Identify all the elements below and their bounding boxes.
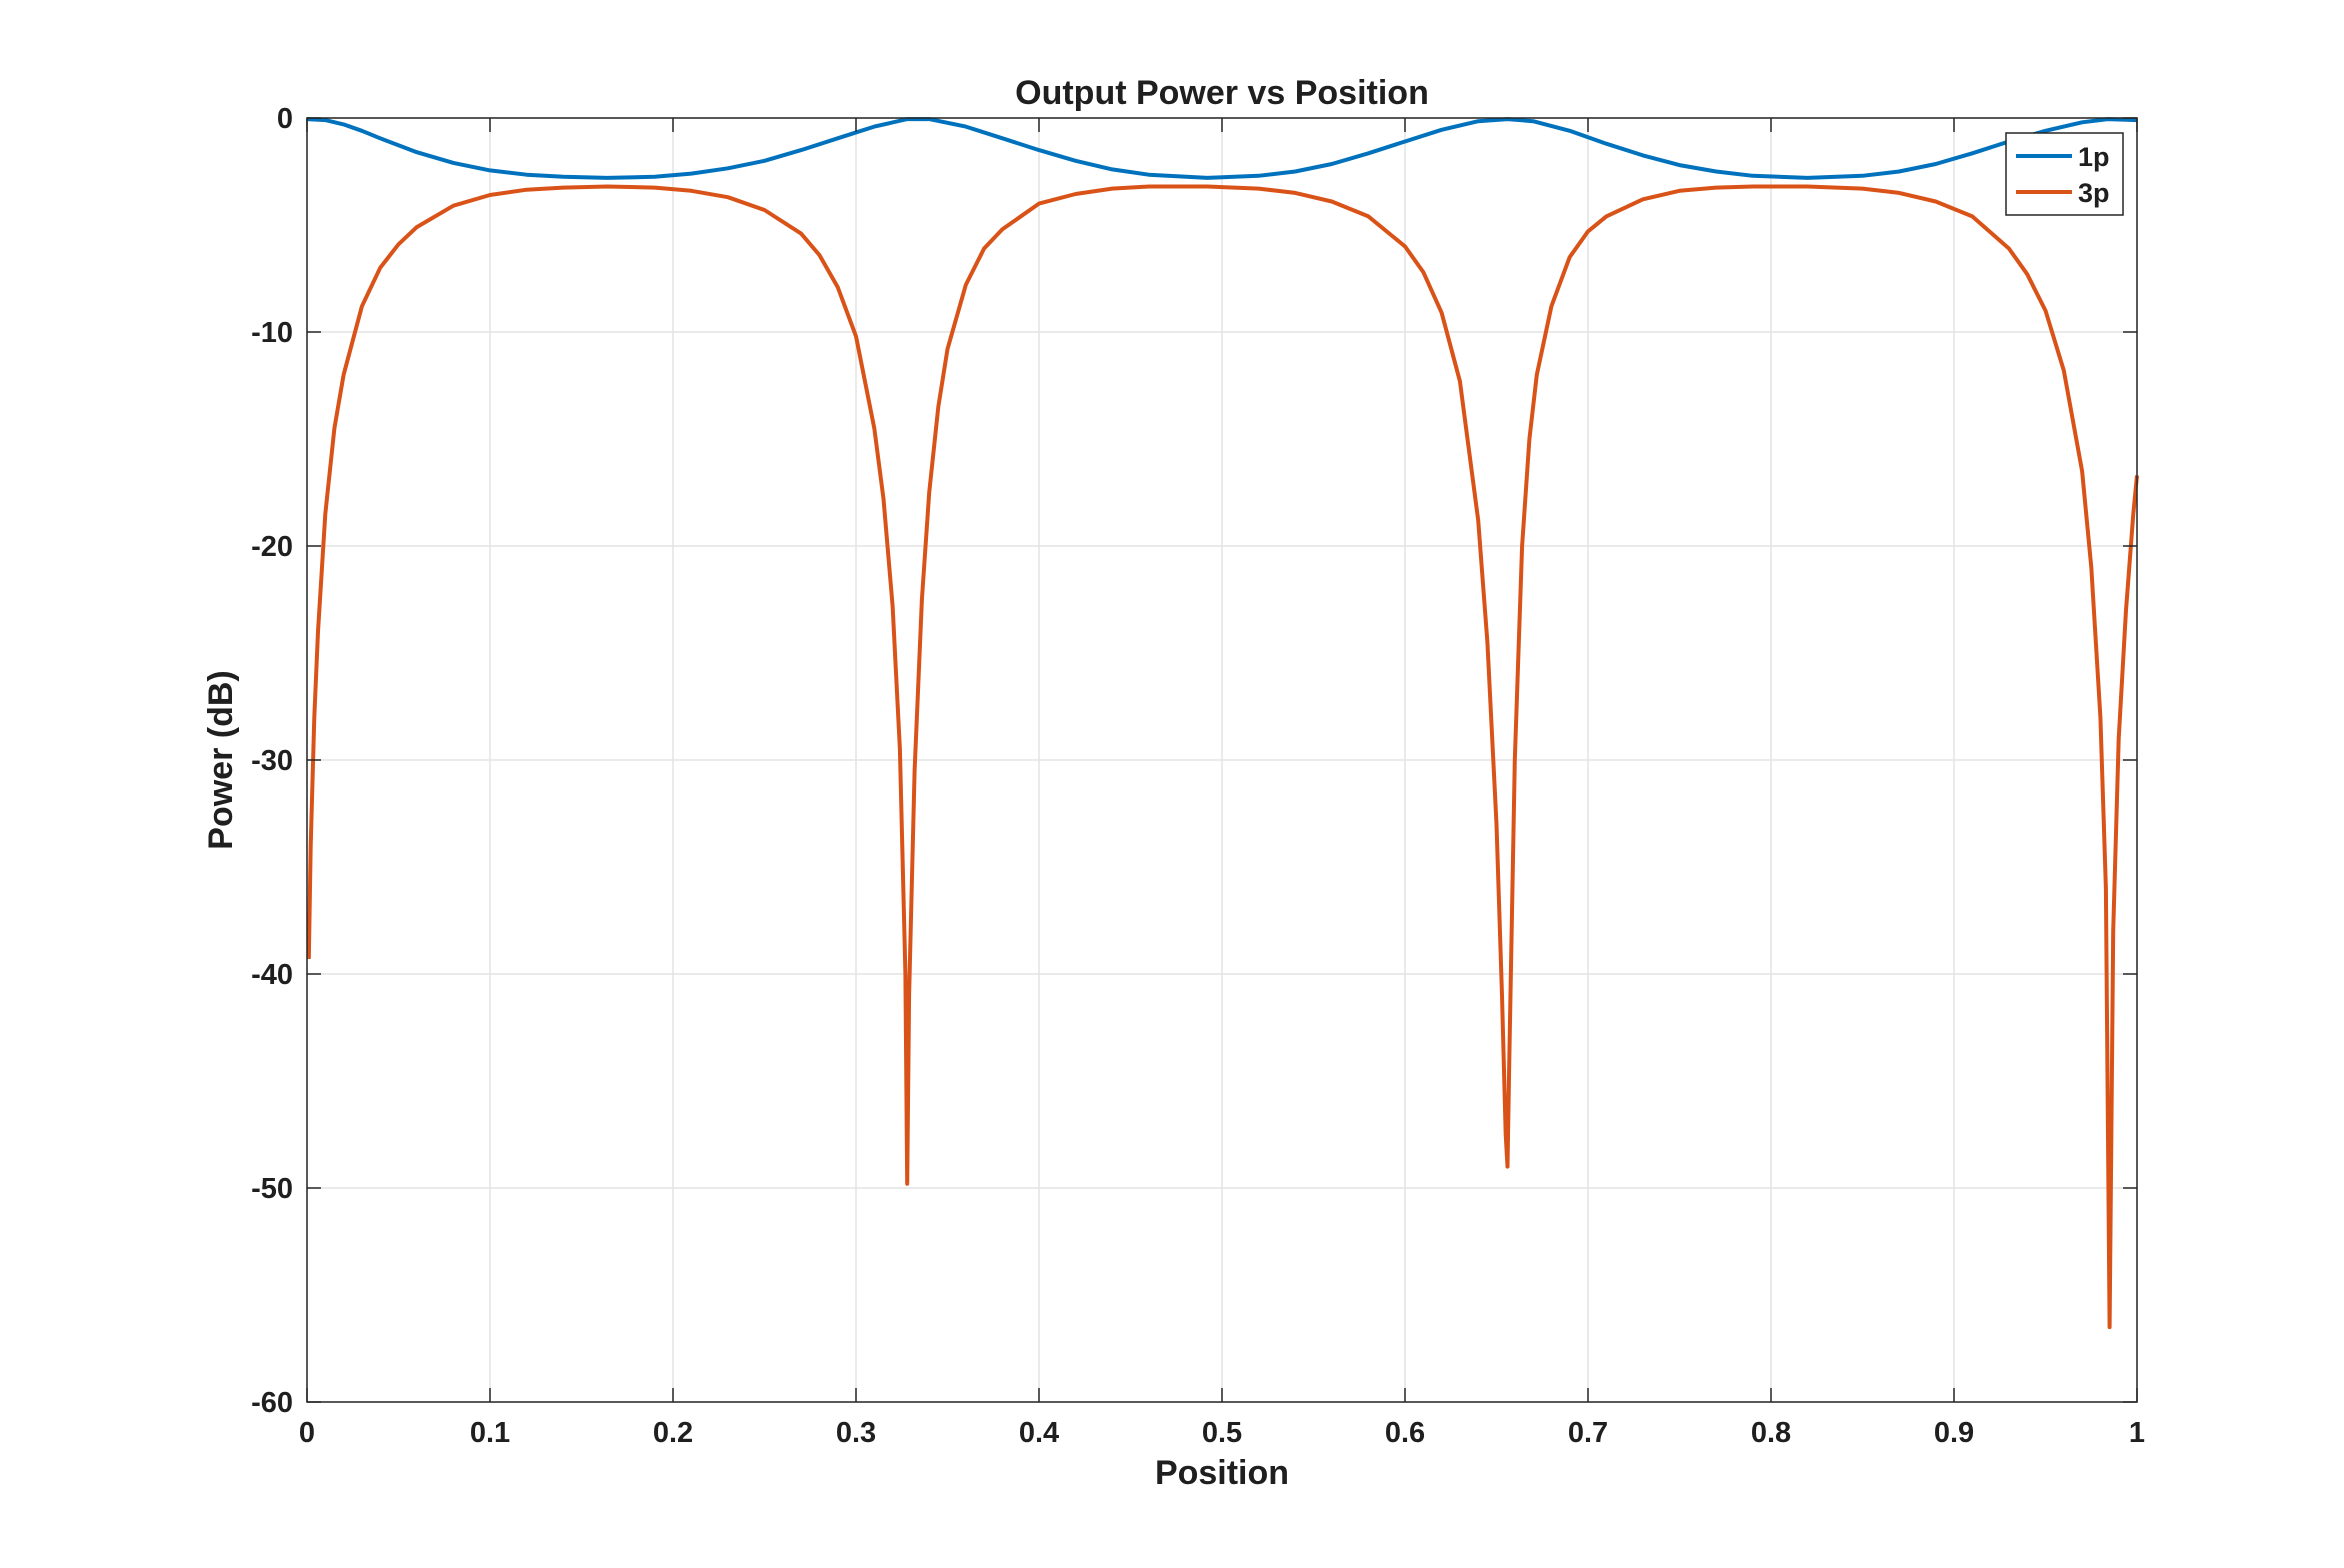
x-tick-label: 0.1 [470, 1417, 510, 1449]
series-line-1p [306, 117, 2138, 180]
chart-title: Output Power vs Position [1015, 74, 1429, 112]
y-tick-label: -60 [251, 1387, 293, 1419]
x-tick-label: 0.7 [1568, 1417, 1608, 1449]
x-tick-label: 0.4 [1019, 1417, 1059, 1449]
series-layer [306, 117, 2139, 1330]
y-tick-label: -10 [251, 317, 293, 349]
x-tick-label: 0.9 [1934, 1417, 1974, 1449]
series-line-3p [306, 184, 2139, 1330]
x-tick-label: 1 [2129, 1417, 2145, 1449]
x-tick-label: 0.5 [1202, 1417, 1242, 1449]
x-tick-label: 0.3 [836, 1417, 876, 1449]
y-tick-label: -20 [251, 531, 293, 563]
x-tick-label: 0.6 [1385, 1417, 1425, 1449]
x-tick-label: 0.8 [1751, 1417, 1791, 1449]
tick-labels: 0 0.1 0.2 0.3 0.4 0.5 0.6 0.7 0.8 0.9 1 0 -10 -20 -30 -… [251, 103, 2145, 1449]
legend-label-3p: 3p [2078, 178, 2110, 208]
y-axis-label: Power (dB) [202, 670, 240, 849]
legend-box [2005, 132, 2124, 216]
y-tick-label: -40 [251, 959, 293, 991]
axis-ticks [306, 117, 2138, 1403]
y-tick-label: -50 [251, 1173, 293, 1205]
legend-label-1p: 1p [2078, 142, 2110, 172]
x-tick-label: 0.2 [653, 1417, 693, 1449]
x-tick-label: 0 [299, 1417, 315, 1449]
y-tick-label: -30 [251, 745, 293, 777]
x-axis-label: Position [1155, 1454, 1289, 1492]
y-tick-label: 0 [277, 103, 293, 135]
